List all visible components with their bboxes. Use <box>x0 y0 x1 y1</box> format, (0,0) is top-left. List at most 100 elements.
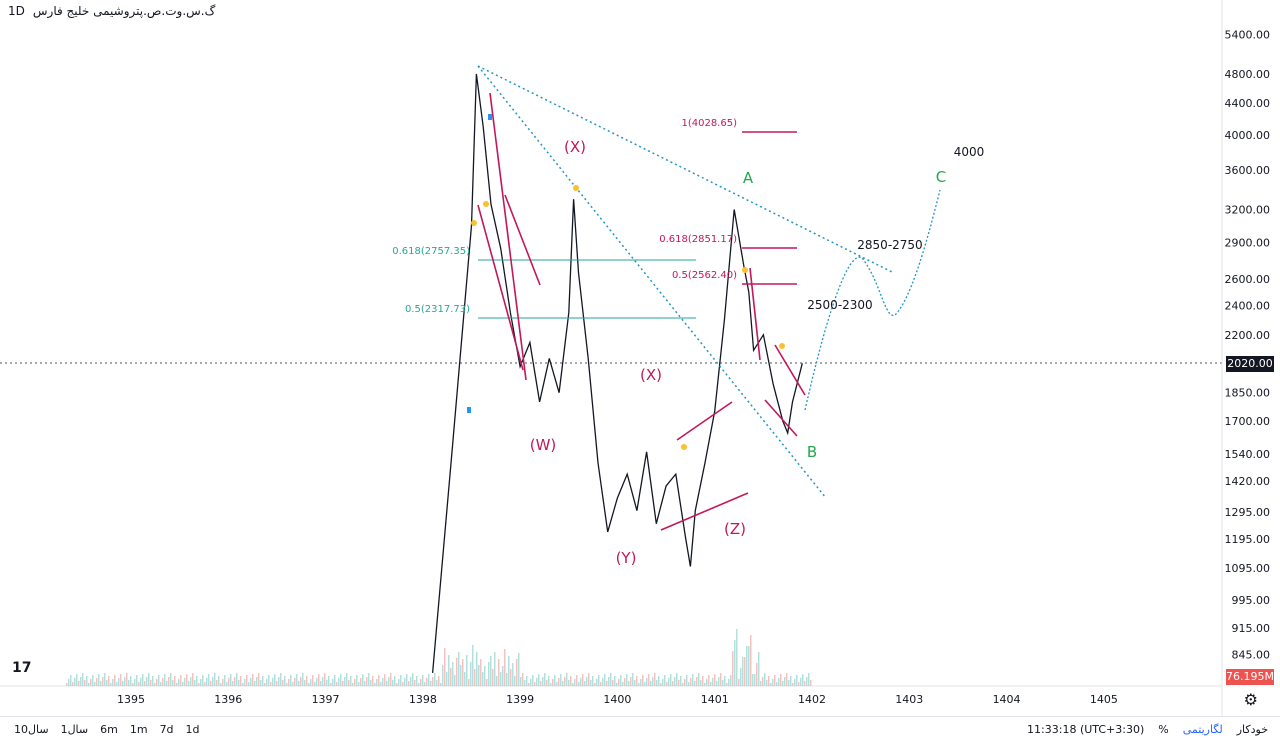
volume-bar <box>596 679 598 686</box>
tradingview-logo-icon[interactable]: 17 <box>12 660 32 676</box>
volume-bar <box>326 680 328 686</box>
volume-bar <box>610 673 612 686</box>
volume-bar <box>132 683 134 686</box>
volume-bar <box>552 679 554 686</box>
volume-bar <box>352 683 354 686</box>
volume-bar <box>492 669 494 686</box>
volume-bar <box>576 675 578 686</box>
volume-bar <box>434 673 436 686</box>
volume-bar <box>694 681 696 686</box>
volume-bar <box>164 674 166 686</box>
target-label: 4000 <box>954 145 985 159</box>
volume-bar <box>662 679 664 686</box>
volume-bar <box>258 673 260 686</box>
log-toggle[interactable]: لگاریتمی <box>1182 723 1223 736</box>
volume-bar <box>722 680 724 686</box>
volume-bar <box>362 674 364 686</box>
volume-bar <box>240 676 242 686</box>
volume-bar <box>486 679 488 686</box>
price-tick-label: 995.00 <box>1232 594 1271 607</box>
volume-bar <box>242 683 244 686</box>
volume-bar <box>118 678 120 686</box>
volume-bar <box>778 678 780 686</box>
volume-bar <box>338 678 340 686</box>
volume-bar <box>310 679 312 686</box>
time-axis[interactable]: 1395 1396 1397 1398 1399 1400 1401 1402 1403 1404… <box>117 693 1118 706</box>
gear-icon[interactable]: ⚙ <box>1243 690 1258 709</box>
volume-bar <box>574 679 576 686</box>
event-marker <box>488 114 492 120</box>
volume-bar <box>548 676 550 686</box>
volume-bar <box>804 681 806 686</box>
volume-bar <box>138 682 140 686</box>
volume-bar <box>704 683 706 686</box>
volume-bar <box>406 674 408 686</box>
volume-bar <box>260 680 262 686</box>
range-button[interactable]: 6m <box>100 723 118 736</box>
volume-bar <box>358 682 360 686</box>
clock-display[interactable]: 11:33:18 (UTC+3:30) <box>1027 723 1145 736</box>
volume-bar <box>584 681 586 686</box>
volume-bar <box>724 676 726 686</box>
volume-bar <box>218 676 220 686</box>
price-tick-label: 1095.00 <box>1225 562 1271 575</box>
volume-bar <box>156 679 158 686</box>
volume-bar <box>564 677 566 686</box>
volume-bar <box>790 676 792 686</box>
volume-bar <box>470 662 472 686</box>
event-marker <box>471 220 477 226</box>
range-button[interactable]: 7d <box>159 723 174 736</box>
price-tick-label: 1540.00 <box>1225 448 1271 461</box>
chart-area[interactable]: 0.618(2757.35) 0.5(2317.73) 1(4028.65) 0.61… <box>0 0 1280 716</box>
volume-bar <box>194 680 196 686</box>
fib-target-label: 1(4028.65) <box>681 118 737 129</box>
volume-bar <box>636 676 638 686</box>
volume-bar <box>340 674 342 686</box>
volume-bar <box>416 676 418 686</box>
range-button[interactable]: 1d <box>185 723 200 736</box>
symbol-name[interactable]: گ.س.وت.ص.پتروشیمی خلیج فارس <box>32 4 216 18</box>
volume-bar <box>284 676 286 686</box>
wave-label: (X) <box>564 138 586 156</box>
volume-bar <box>384 674 386 686</box>
volume-bar <box>110 683 112 686</box>
range-button[interactable]: 10سال <box>14 723 49 736</box>
volume-bar <box>328 676 330 686</box>
volume-bar <box>244 679 246 686</box>
volume-bar <box>688 682 690 686</box>
bottom-right-controls: 11:33:18 (UTC+3:30) % لگاریتمی خودکار <box>1027 723 1268 736</box>
volume-bar <box>630 677 632 686</box>
volume-bar <box>802 674 804 686</box>
interval-label[interactable]: 1D <box>8 4 25 18</box>
volume-bar <box>398 679 400 686</box>
wave-label: (X) <box>640 366 662 384</box>
time-tick-label: 1397 <box>312 693 340 706</box>
price-tick-label: 915.00 <box>1232 622 1271 635</box>
volume-bar <box>572 683 574 686</box>
volume-bar <box>448 655 450 686</box>
fib-level-label: 0.618(2757.35) <box>392 246 470 257</box>
volume-bar <box>786 673 788 686</box>
volume-bar <box>278 677 280 686</box>
volume-bar <box>370 680 372 686</box>
volume-bar <box>780 674 782 686</box>
range-button[interactable]: 1m <box>129 723 148 736</box>
volume-bar <box>602 678 604 686</box>
percent-toggle[interactable]: % <box>1158 723 1169 736</box>
volume-bar <box>212 677 214 686</box>
volume-bar <box>146 677 148 686</box>
volume-bar <box>214 673 216 686</box>
volume-bar <box>382 678 384 686</box>
volume-bar <box>674 677 676 686</box>
range-button[interactable]: 1سال <box>60 723 89 736</box>
volume-bar <box>632 673 634 686</box>
volume-bar <box>186 674 188 686</box>
auto-toggle[interactable]: خودکار <box>1236 723 1268 736</box>
volume-bar <box>496 676 498 686</box>
volume-bar <box>106 680 108 686</box>
volume-bar <box>256 677 258 686</box>
price-axis[interactable]: 5400.00 4800.00 4400.00 4000.00 3600.00 3200.… <box>1225 29 1271 662</box>
volume-bar <box>388 677 390 686</box>
volume-bar <box>196 676 198 686</box>
volume-bar <box>770 683 772 686</box>
